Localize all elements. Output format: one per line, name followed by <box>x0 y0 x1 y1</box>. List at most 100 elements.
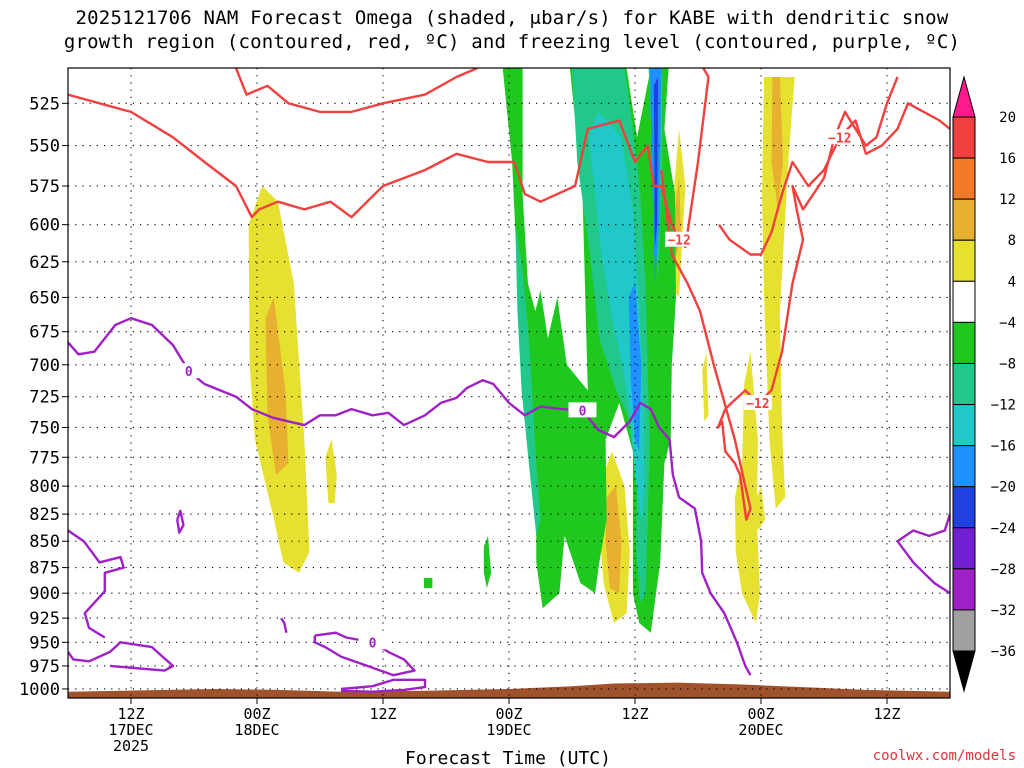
colorbar-swatch <box>952 486 976 529</box>
x-tick-label: 17DEC <box>108 721 153 739</box>
y-tick-label: 700 <box>29 356 60 376</box>
y-tick-label: 675 <box>29 323 60 343</box>
y-tick-label: 625 <box>29 253 60 273</box>
x-tick-label: 20DEC <box>738 721 783 739</box>
x-tick-label: 2025 <box>113 737 149 755</box>
omega-region-14 <box>483 535 492 589</box>
colorbar-bottom-arrow <box>952 650 976 693</box>
y-tick-label: 575 <box>29 177 60 197</box>
y-axis: 525 550 575 600 625 650 675 700 725 750 775 800 825 8… <box>19 94 68 700</box>
y-tick-label: 900 <box>29 584 60 604</box>
watermark: coolwx.com/models <box>872 748 1016 764</box>
contour-label-bg <box>174 363 203 379</box>
colorbar-label: 12 <box>999 192 1016 208</box>
omega-shading <box>248 68 795 633</box>
colorbar-swatch <box>952 116 976 159</box>
y-tick-label: 1000 <box>19 680 60 700</box>
x-tick-label: 12Z <box>117 705 144 723</box>
terrain-fill <box>68 682 950 698</box>
colorbar-label: 4 <box>1008 274 1016 290</box>
y-tick-label: 550 <box>29 137 60 157</box>
colorbar-label: 8 <box>1008 233 1016 249</box>
colorbar-label: 20 <box>999 110 1016 126</box>
y-tick-label: 750 <box>29 418 60 438</box>
colorbar: 20 16 12 8 4 −4 −8 −12 −16 −20 −24 −28 −32 −36 <box>952 75 1016 693</box>
omega-region-18 <box>628 283 642 452</box>
y-tick-label: 975 <box>29 657 60 677</box>
colorbar-swatch <box>952 527 976 570</box>
y-tick-label: 850 <box>29 532 60 552</box>
omega-region-13 <box>515 224 541 536</box>
colorbar-swatch <box>952 198 976 241</box>
y-tick-label: 650 <box>29 288 60 308</box>
omega-region-15 <box>423 577 433 589</box>
contour-label: −12 <box>828 131 851 146</box>
x-tick-label: 18DEC <box>234 721 279 739</box>
contour-line-5 <box>68 641 175 672</box>
colorbar-label: −36 <box>991 644 1016 660</box>
contour-label-bg <box>568 402 597 418</box>
omega-region-7 <box>702 351 709 422</box>
colorbar-label: −32 <box>991 603 1016 619</box>
colorbar-label: −20 <box>991 480 1016 496</box>
y-tick-label: 775 <box>29 448 60 468</box>
contour-label: 0 <box>579 404 587 419</box>
y-tick-label: 800 <box>29 477 60 497</box>
contour-label: −12 <box>746 397 769 412</box>
contour-line-10 <box>896 513 950 595</box>
contour-line-2 <box>234 68 478 114</box>
colorbar-swatch <box>952 239 976 282</box>
grid <box>68 68 950 698</box>
contour-line-9 <box>176 509 185 534</box>
colorbar-swatch <box>952 157 976 200</box>
contour-label-bg <box>825 129 854 145</box>
y-tick-label: 825 <box>29 505 60 525</box>
y-tick-label: 725 <box>29 388 60 408</box>
omega-region-2 <box>325 439 337 503</box>
colorbar-label: −16 <box>991 439 1016 455</box>
colorbar-label: −4 <box>999 315 1016 331</box>
x-tick-label: 12Z <box>621 705 648 723</box>
y-tick-label: 925 <box>29 609 60 629</box>
colorbar-swatch <box>952 445 976 488</box>
y-tick-label: 950 <box>29 633 60 653</box>
omega-region-8 <box>734 351 760 623</box>
x-tick-label: 00Z <box>747 705 774 723</box>
colorbar-label: −24 <box>991 521 1016 537</box>
colorbar-swatch <box>952 404 976 447</box>
x-tick-label: 19DEC <box>486 721 531 739</box>
contour-line-7 <box>313 631 416 677</box>
x-tick-label: 12Z <box>873 705 900 723</box>
terrain <box>68 682 950 698</box>
contour-line-3 <box>718 102 950 256</box>
x-axis-label: Forecast Time (UTC) <box>405 748 611 768</box>
title-line-2: growth region (contoured, red, ºC) and f… <box>63 31 961 53</box>
colorbar-label: −8 <box>999 356 1016 372</box>
contours: −12 −12 −12 0 0 0 <box>68 68 950 693</box>
contour-line-8 <box>340 678 427 693</box>
omega-region-1 <box>265 297 289 475</box>
y-tick-label: 875 <box>29 559 60 579</box>
x-tick-label: 00Z <box>243 705 270 723</box>
y-tick-label: 600 <box>29 216 60 236</box>
contour-label-bg <box>358 634 387 650</box>
contour-label: 0 <box>185 365 193 380</box>
colorbar-swatch <box>952 321 976 364</box>
colorbar-swatch <box>952 362 976 406</box>
colorbar-top-arrow <box>952 75 976 118</box>
colorbar-label: −28 <box>991 562 1016 578</box>
omega-region-4 <box>605 486 622 594</box>
title-line-1: 2025121706 NAM Forecast Omega (shaded, μ… <box>75 7 949 29</box>
omega-region-10 <box>771 77 783 210</box>
contour-label-bg <box>665 231 694 247</box>
omega-region-11 <box>752 486 766 531</box>
chart-title: 2025121706 NAM Forecast Omega (shaded, μ… <box>0 6 1024 54</box>
contour-line-11 <box>280 617 288 633</box>
contour-label: 0 <box>369 636 377 651</box>
contour-label-bg <box>743 394 772 410</box>
contour-line-4 <box>68 317 752 676</box>
colorbar-label: 16 <box>999 151 1016 167</box>
colorbar-swatch <box>952 280 976 323</box>
